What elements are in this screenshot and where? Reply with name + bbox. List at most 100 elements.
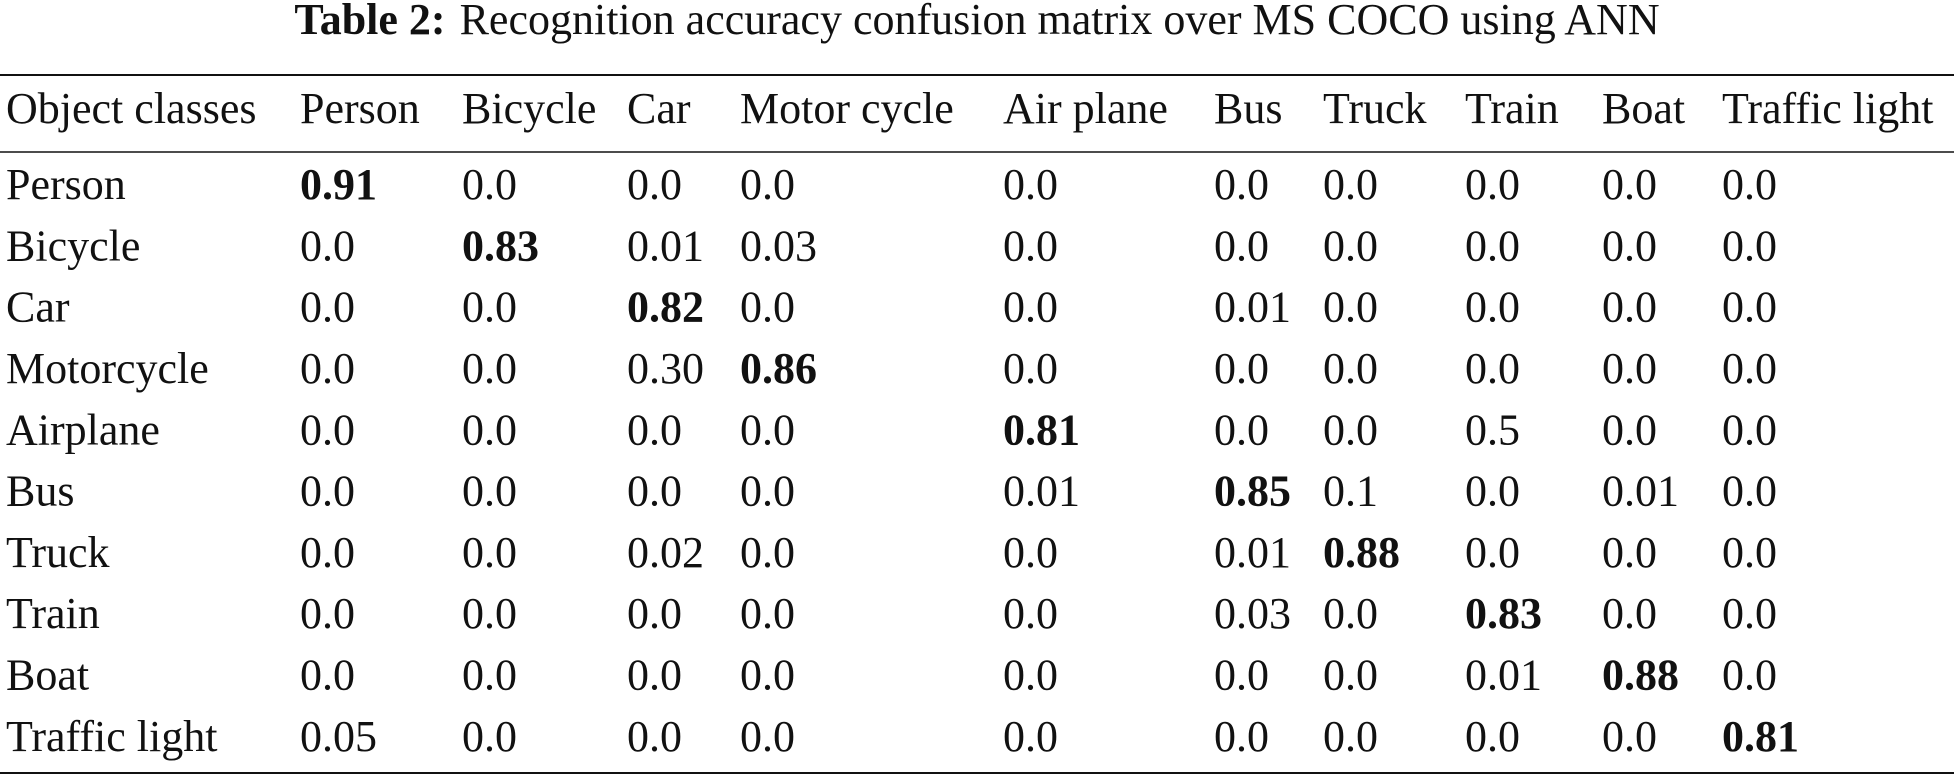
cell-value: 0.0 <box>462 467 517 516</box>
cell-value: 0.0 <box>1214 405 1269 454</box>
cell-value: 0.0 <box>1323 283 1378 332</box>
cell-value: 0.0 <box>1003 221 1058 270</box>
cell-value: 0.0 <box>740 528 795 577</box>
cell-value: 0.83 <box>1465 589 1542 638</box>
column-header: Boat <box>1602 84 1685 133</box>
caption-label: Table 2: <box>294 0 445 44</box>
cell-value: 0.0 <box>1323 160 1378 209</box>
cell-value: 0.0 <box>1323 405 1378 454</box>
cell-value: 0.0 <box>1465 712 1520 761</box>
column-header: Motor cycle <box>740 84 954 133</box>
row-label: Truck <box>6 528 110 577</box>
cell-value: 0.88 <box>1323 528 1400 577</box>
cell-value: 0.0 <box>462 283 517 332</box>
cell-value: 0.0 <box>462 405 517 454</box>
cell-value: 0.0 <box>1602 405 1657 454</box>
cell-value: 0.0 <box>1602 528 1657 577</box>
cell-value: 0.0 <box>1602 589 1657 638</box>
cell-value: 0.0 <box>1602 344 1657 393</box>
cell-value: 0.0 <box>627 712 682 761</box>
cell-value: 0.0 <box>1323 589 1378 638</box>
cell-value: 0.83 <box>462 221 539 270</box>
cell-value: 0.0 <box>1003 528 1058 577</box>
cell-value: 0.0 <box>740 160 795 209</box>
cell-value: 0.0 <box>1465 221 1520 270</box>
cell-value: 0.01 <box>1602 467 1679 516</box>
cell-value: 0.0 <box>300 344 355 393</box>
cell-value: 0.0 <box>1323 344 1378 393</box>
cell-value: 0.1 <box>1323 467 1378 516</box>
cell-value: 0.0 <box>300 589 355 638</box>
cell-value: 0.05 <box>300 712 377 761</box>
cell-value: 0.0 <box>462 528 517 577</box>
caption: Table 2: Recognition accuracy confusion m… <box>294 0 1659 44</box>
cell-value: 0.81 <box>1722 712 1799 761</box>
cell-value: 0.0 <box>1465 528 1520 577</box>
column-header: Bicycle <box>462 84 596 133</box>
cell-value: 0.0 <box>1003 160 1058 209</box>
cell-value: 0.0 <box>1214 344 1269 393</box>
cell-value: 0.0 <box>1722 467 1777 516</box>
cell-value: 0.0 <box>1214 650 1269 699</box>
cell-value: 0.0 <box>1722 160 1777 209</box>
column-header: Object classes <box>6 84 256 133</box>
cell-value: 0.01 <box>1465 650 1542 699</box>
row-label: Motorcycle <box>6 344 209 393</box>
column-header: Air plane <box>1003 84 1168 133</box>
cell-value: 0.0 <box>740 467 795 516</box>
cell-value: 0.0 <box>740 405 795 454</box>
row-label: Person <box>6 160 126 209</box>
cell-value: 0.0 <box>462 650 517 699</box>
cell-value: 0.5 <box>1465 405 1520 454</box>
cell-value: 0.0 <box>1465 344 1520 393</box>
cell-value: 0.0 <box>1003 650 1058 699</box>
cell-value: 0.0 <box>627 467 682 516</box>
column-header: Train <box>1465 84 1559 133</box>
cell-value: 0.0 <box>1323 650 1378 699</box>
row-label: Bus <box>6 467 74 516</box>
cell-value: 0.0 <box>1722 405 1777 454</box>
cell-value: 0.0 <box>300 528 355 577</box>
cell-value: 0.01 <box>627 221 704 270</box>
cell-value: 0.0 <box>740 650 795 699</box>
cell-value: 0.0 <box>1602 221 1657 270</box>
cell-value: 0.0 <box>627 405 682 454</box>
cell-value: 0.0 <box>1722 283 1777 332</box>
cell-value: 0.86 <box>740 344 817 393</box>
cell-value: 0.0 <box>300 405 355 454</box>
cell-value: 0.0 <box>300 650 355 699</box>
cell-value: 0.0 <box>1722 344 1777 393</box>
cell-value: 0.0 <box>300 221 355 270</box>
cell-value: 0.0 <box>462 589 517 638</box>
row-label: Train <box>6 589 100 638</box>
row-label: Traffic light <box>6 712 217 761</box>
cell-value: 0.0 <box>1602 712 1657 761</box>
cell-value: 0.0 <box>740 589 795 638</box>
cell-value: 0.0 <box>462 344 517 393</box>
cell-value: 0.0 <box>1602 283 1657 332</box>
cell-value: 0.0 <box>1323 221 1378 270</box>
cell-value: 0.0 <box>1722 528 1777 577</box>
cell-value: 0.0 <box>627 589 682 638</box>
cell-value: 0.0 <box>627 160 682 209</box>
column-header: Bus <box>1214 84 1282 133</box>
row-label: Bicycle <box>6 221 140 270</box>
cell-value: 0.88 <box>1602 650 1679 699</box>
cell-value: 0.0 <box>1323 712 1378 761</box>
cell-value: 0.0 <box>1214 221 1269 270</box>
cell-value: 0.01 <box>1003 467 1080 516</box>
cell-value: 0.0 <box>1214 712 1269 761</box>
cell-value: 0.0 <box>1722 650 1777 699</box>
cell-value: 0.91 <box>300 160 377 209</box>
cell-value: 0.03 <box>740 221 817 270</box>
cell-value: 0.0 <box>627 650 682 699</box>
cell-value: 0.02 <box>627 528 704 577</box>
row-label: Car <box>6 283 70 332</box>
cell-value: 0.0 <box>300 467 355 516</box>
cell-value: 0.0 <box>1214 160 1269 209</box>
cell-value: 0.0 <box>740 712 795 761</box>
cell-value: 0.0 <box>1003 589 1058 638</box>
cell-value: 0.0 <box>1465 160 1520 209</box>
cell-value: 0.01 <box>1214 283 1291 332</box>
cell-value: 0.0 <box>1722 589 1777 638</box>
